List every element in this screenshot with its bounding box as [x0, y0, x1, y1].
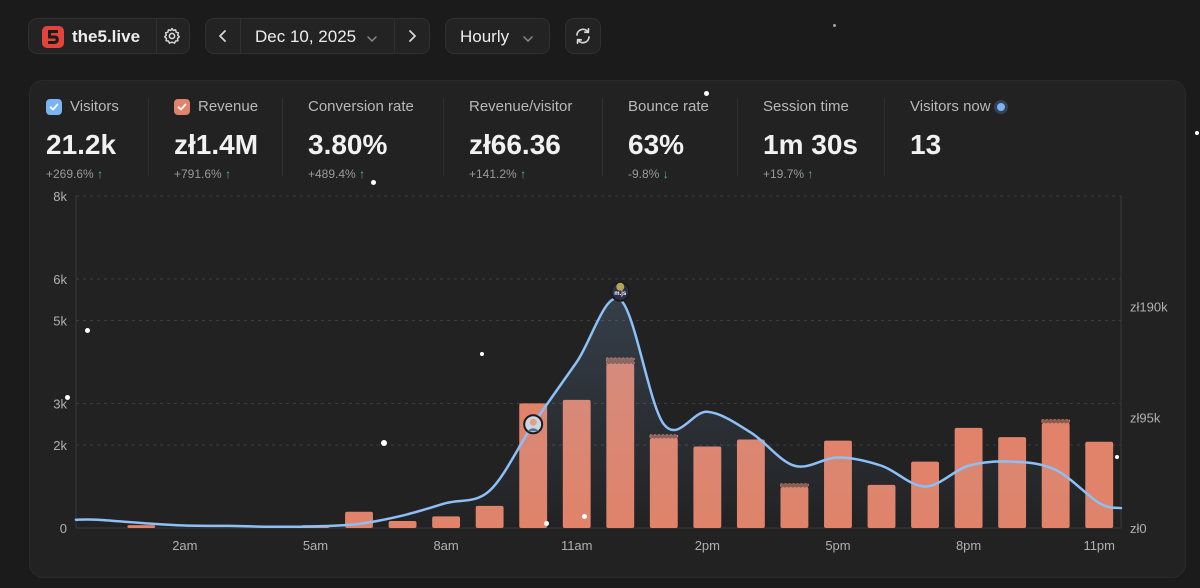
- metric-change: +791.6% ↑: [174, 167, 232, 181]
- y-tick-label: 8k: [53, 189, 67, 204]
- chevron-down-icon: [366, 30, 378, 48]
- divider: [737, 98, 738, 176]
- metric-revenue[interactable]: Revenue zł1.4M +791.6% ↑: [174, 97, 258, 182]
- sparkle-dot: [544, 521, 549, 526]
- site-name[interactable]: the5.live: [72, 27, 141, 46]
- x-tick-label: 11am: [561, 538, 593, 553]
- sparkle-dot: [480, 352, 484, 356]
- divider: [602, 98, 603, 176]
- arrow-up-icon: ↑: [359, 167, 366, 181]
- sparkle-dot: [1115, 455, 1119, 459]
- arrow-up-icon: ↑: [225, 167, 232, 181]
- metric-value: 3.80%: [308, 129, 388, 160]
- metric-visitors[interactable]: Visitors 21.2k +269.6% ↑: [46, 97, 119, 182]
- x-tick-label: 2pm: [695, 538, 720, 553]
- metric-value: 21.2k: [46, 129, 117, 160]
- divider: [156, 19, 157, 53]
- metric-value: 1m 30s: [763, 129, 858, 160]
- y-tick-label: 3k: [53, 397, 67, 412]
- sparkle-dot: [85, 328, 90, 333]
- metric-change: +19.7% ↑: [763, 167, 814, 181]
- x-tick-label: 5am: [303, 538, 328, 553]
- divider: [240, 19, 241, 53]
- y-right-tick-label: zł95k: [1130, 410, 1161, 425]
- metric-change: +489.4% ↑: [308, 167, 366, 181]
- x-tick-label: 11pm: [1083, 538, 1115, 553]
- x-tick-label: 2am: [172, 538, 197, 553]
- metric-label: Conversion rate: [308, 98, 414, 115]
- refresh-icon[interactable]: [573, 27, 593, 50]
- metric-value: 13: [910, 129, 942, 160]
- arrow-up-icon: ↑: [520, 167, 527, 181]
- arrow-down-icon: ↓: [662, 167, 669, 181]
- sparkle-dot: [381, 440, 387, 446]
- y-right-tick-label: zł0: [1130, 521, 1147, 536]
- y-tick-label: 6k: [53, 272, 67, 287]
- metric-label: Session time: [763, 98, 849, 115]
- divider: [443, 98, 444, 176]
- y-tick-label: 2k: [53, 438, 67, 453]
- svg-text:m.js: m.js: [614, 291, 627, 297]
- visitors-area: [76, 298, 1121, 528]
- metric-label: Revenue/visitor: [469, 98, 573, 115]
- divider: [282, 98, 283, 176]
- y-tick-label: 5k: [53, 314, 67, 329]
- sparkle-dot: [704, 91, 709, 96]
- check-icon: [177, 103, 187, 111]
- revenue-bar-pending[interactable]: [1041, 419, 1071, 424]
- metric-change: +141.2% ↑: [469, 167, 527, 181]
- chevron-right-icon: [409, 30, 416, 42]
- sparkle-dot: [582, 514, 587, 519]
- date-label[interactable]: Dec 10, 2025: [255, 27, 357, 46]
- sparkle-dot: [1195, 131, 1199, 135]
- refresh-button[interactable]: [565, 18, 601, 54]
- revenue-checkbox[interactable]: [174, 99, 190, 115]
- granularity-label[interactable]: Hourly: [460, 27, 510, 46]
- metric-value: zł1.4M: [174, 129, 259, 160]
- annotation-avatar-icon[interactable]: m.js: [610, 281, 631, 302]
- arrow-up-icon: ↑: [97, 167, 104, 181]
- sparkle-dot: [65, 395, 70, 400]
- metric-label: Bounce rate: [628, 98, 709, 115]
- x-tick-label: 8am: [433, 538, 458, 553]
- chevron-down-icon: [522, 30, 534, 48]
- sparkle-dot: [371, 180, 376, 185]
- logo-icon: [42, 26, 64, 48]
- y-tick-label: 0: [60, 521, 67, 536]
- metric-label: Revenue: [198, 98, 259, 115]
- date-picker[interactable]: [205, 18, 430, 54]
- next-day-button[interactable]: [395, 19, 429, 53]
- metric-label: Visitors now: [910, 98, 991, 115]
- metric-change: +269.6% ↑: [46, 167, 104, 181]
- metric-value: 63%: [628, 129, 685, 160]
- metric-conversion-rate[interactable]: Conversion rate 3.80% +489.4% ↑: [308, 97, 414, 182]
- gear-icon[interactable]: [162, 26, 182, 46]
- check-icon: [49, 103, 59, 111]
- visitors-checkbox[interactable]: [46, 99, 62, 115]
- divider: [884, 98, 885, 176]
- metric-change: -9.8% ↓: [628, 167, 669, 181]
- x-tick-label: 8pm: [956, 538, 981, 553]
- live-indicator-icon: [996, 103, 1005, 111]
- metric-visitors-now[interactable]: Visitors now 13: [910, 97, 1005, 162]
- divider: [148, 98, 149, 176]
- prev-day-button[interactable]: [206, 19, 240, 53]
- x-tick-label: 5pm: [825, 538, 850, 553]
- visitors-line[interactable]: [74, 297, 1123, 529]
- metric-revenue-per-visitor[interactable]: Revenue/visitor zł66.36 +141.2% ↑: [469, 97, 572, 182]
- arrow-up-icon: ↑: [807, 167, 814, 181]
- metric-bounce-rate[interactable]: Bounce rate 63% -9.8% ↓: [628, 97, 709, 182]
- metric-label: Visitors: [70, 98, 119, 115]
- metric-session-time[interactable]: Session time 1m 30s +19.7% ↑: [763, 97, 858, 182]
- metric-value: zł66.36: [469, 129, 561, 160]
- y-right-tick-label: zł190k: [1130, 300, 1168, 315]
- granularity-select[interactable]: [445, 18, 550, 54]
- divider: [394, 19, 395, 53]
- annotation-avatar-icon[interactable]: [523, 414, 544, 435]
- chevron-left-icon: [219, 30, 226, 42]
- sparkle-dot: [833, 24, 836, 27]
